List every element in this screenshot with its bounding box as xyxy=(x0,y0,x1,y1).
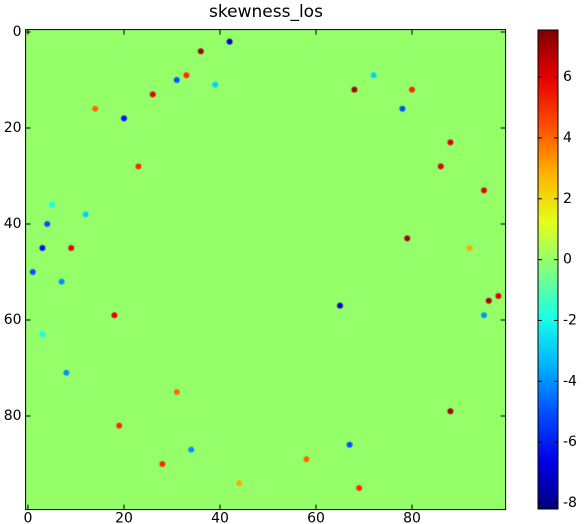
colorbar-tick-label: 2 xyxy=(563,191,572,207)
y-tick-label: 0 xyxy=(13,24,22,40)
heatmap-cell xyxy=(481,187,487,194)
heatmap-cell xyxy=(303,456,310,463)
heatmap-cell xyxy=(29,269,36,275)
heatmap-cell xyxy=(82,211,89,218)
heatmap-cell xyxy=(68,245,75,251)
heatmap-cell xyxy=(437,163,444,170)
heatmap-cell xyxy=(49,201,55,208)
heatmap-cell xyxy=(481,312,487,319)
colorbar-tick-label: -4 xyxy=(563,373,577,389)
heatmap-cell xyxy=(351,86,358,93)
heatmap-cell xyxy=(92,105,99,112)
plot-frame xyxy=(25,29,507,511)
heatmap-cell xyxy=(447,139,454,146)
heatmap-cell xyxy=(173,77,180,83)
colorbar-tick-label: -2 xyxy=(563,312,577,328)
chart-title: skewness_los xyxy=(209,2,323,22)
heatmap-cell xyxy=(197,48,204,55)
y-tick-label: 60 xyxy=(4,312,22,328)
heatmap-cell xyxy=(399,105,406,112)
heatmap-cell xyxy=(63,369,70,376)
heatmap-cell xyxy=(188,446,195,453)
heatmap-cell xyxy=(409,86,415,93)
heatmap-cell xyxy=(404,235,411,242)
colorbar-tick-label: 4 xyxy=(563,130,572,146)
heatmap-cell xyxy=(495,293,502,299)
y-tick-label: 40 xyxy=(4,216,22,232)
heatmap-cell xyxy=(370,72,377,79)
colorbar xyxy=(537,29,559,510)
heatmap-cell xyxy=(236,480,243,487)
heatmap-cell xyxy=(173,389,180,395)
heatmap-cell xyxy=(39,331,46,338)
heatmap-cell xyxy=(346,441,353,448)
heatmap-cell xyxy=(58,278,65,285)
heatmap-cell xyxy=(466,245,473,251)
x-tick-label: 0 xyxy=(24,511,33,524)
heatmap-cell xyxy=(447,408,454,415)
y-tick-label: 80 xyxy=(4,408,22,424)
colorbar-tick-label: 6 xyxy=(563,69,572,85)
heatmap-cell xyxy=(356,485,363,491)
heatmap-cell xyxy=(116,422,123,429)
heatmap-cell xyxy=(44,221,51,227)
heatmap-background xyxy=(25,29,506,510)
x-tick-label: 80 xyxy=(403,511,421,524)
x-tick-label: 60 xyxy=(307,511,325,524)
heatmap-cell xyxy=(226,38,233,45)
heatmap-cell xyxy=(337,302,343,309)
heatmap-cell xyxy=(212,81,219,88)
heatmap-cell xyxy=(121,115,127,122)
heatmap-cell xyxy=(149,91,156,98)
colorbar-tick-label: -8 xyxy=(563,495,577,511)
colorbar-tick-label: 0 xyxy=(563,252,572,268)
colorbar-tick-label: -6 xyxy=(563,434,577,450)
x-tick-label: 40 xyxy=(211,511,229,524)
heatmap-cell xyxy=(159,461,166,467)
heatmap-cell xyxy=(39,245,46,251)
x-tick-label: 20 xyxy=(115,511,133,524)
y-tick-label: 20 xyxy=(4,120,22,136)
heatmap-cell xyxy=(111,312,118,319)
heatmap-cell xyxy=(485,297,492,304)
heatmap-cell xyxy=(135,163,142,170)
heatmap-cell xyxy=(183,72,190,79)
